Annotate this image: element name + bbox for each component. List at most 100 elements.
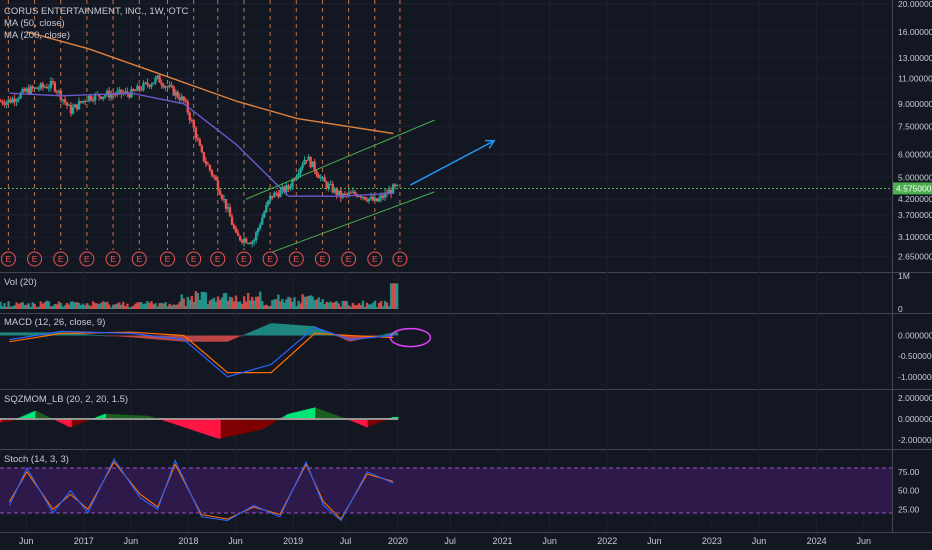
x-tick-label: 2019 xyxy=(283,536,303,546)
volume-bar xyxy=(25,304,28,309)
candle-body xyxy=(230,216,234,226)
volume-bar xyxy=(287,296,290,309)
candle-body xyxy=(31,86,34,89)
squeeze-dot xyxy=(65,418,68,420)
squeeze-dot xyxy=(23,418,26,420)
macd-histogram-bar xyxy=(295,324,298,336)
candle-body xyxy=(351,191,355,193)
squeeze-dot xyxy=(245,418,248,420)
volume-bar xyxy=(337,303,340,309)
squeeze-dot xyxy=(361,418,364,420)
squeeze-dot xyxy=(31,418,34,420)
macd-histogram-bar xyxy=(154,335,157,340)
momentum-bar xyxy=(301,410,304,419)
volume-bar xyxy=(389,283,393,309)
macd-histogram-bar xyxy=(196,335,199,342)
squeeze-dot xyxy=(57,418,60,420)
squeeze-dot xyxy=(156,418,159,420)
momentum-bar xyxy=(393,416,397,419)
squeeze-dot xyxy=(3,418,6,420)
momentum-bar xyxy=(311,408,314,419)
volume-bar xyxy=(126,303,129,309)
macd-histogram-bar xyxy=(152,335,155,340)
volume-bar xyxy=(110,307,113,309)
volume-bar xyxy=(122,302,125,309)
candle-body xyxy=(91,100,95,102)
squeeze-dot xyxy=(33,418,36,420)
x-tick-label: Jun xyxy=(19,536,34,546)
macd-histogram-bar xyxy=(3,332,6,336)
last-price-badge xyxy=(893,182,932,195)
momentum-bar xyxy=(194,419,198,432)
volume-bar xyxy=(81,303,85,309)
squeeze-dot xyxy=(378,418,381,420)
macd-histogram-bar xyxy=(220,335,223,342)
volume-bar xyxy=(222,293,226,309)
candle-body xyxy=(311,161,314,168)
squeeze-dot xyxy=(160,418,163,420)
candle-body xyxy=(246,243,250,245)
macd-histogram-bar xyxy=(321,329,324,336)
squeeze-dot xyxy=(13,418,16,420)
candle-body xyxy=(198,139,202,146)
volume-bar xyxy=(158,303,161,309)
earnings-marker-label: E xyxy=(110,254,116,264)
momentum-bar xyxy=(47,416,51,419)
candle-body xyxy=(275,192,278,194)
momentum-bar xyxy=(214,419,218,438)
squeeze-dot xyxy=(323,418,326,420)
momentum-bar xyxy=(27,413,31,419)
momentum-bar xyxy=(331,413,335,419)
squeeze-dot xyxy=(144,418,147,420)
squeeze-dot xyxy=(265,418,268,420)
squeeze-dot xyxy=(382,418,385,420)
candle-body xyxy=(347,192,351,195)
volume-bar xyxy=(7,301,10,309)
macd-histogram-bar xyxy=(225,335,228,342)
momentum-bar xyxy=(168,419,171,423)
earnings-marker-label: E xyxy=(32,254,38,264)
momentum-bar xyxy=(148,416,151,419)
momentum-bar xyxy=(395,416,399,419)
candle-body xyxy=(150,84,153,87)
earnings-marker xyxy=(160,251,176,267)
earnings-marker xyxy=(79,251,95,267)
volume-bar xyxy=(116,303,119,309)
squeeze-dot xyxy=(25,418,28,420)
macd-histogram-bar xyxy=(180,335,183,342)
volume-bar xyxy=(267,305,270,309)
macd-histogram-bar xyxy=(315,327,318,336)
volume-bar xyxy=(178,301,181,309)
earnings-marker xyxy=(288,251,304,267)
volume-bar xyxy=(353,305,357,309)
candle-body xyxy=(345,193,349,195)
candle-body xyxy=(35,87,38,89)
momentum-bar xyxy=(97,416,101,419)
momentum-bar xyxy=(359,419,363,425)
momentum-bar xyxy=(289,413,292,419)
candle-body xyxy=(75,104,79,110)
volume-bar xyxy=(150,301,153,309)
squeeze-dot xyxy=(142,418,145,420)
volume-bar xyxy=(118,302,121,309)
volume-bar xyxy=(132,305,135,309)
projection-arrow xyxy=(410,140,495,186)
momentum-bar xyxy=(109,414,113,419)
momentum-bar xyxy=(293,412,296,419)
momentum-bar xyxy=(176,419,179,426)
volume-bar xyxy=(349,306,353,309)
squeeze-dot xyxy=(184,418,187,420)
candle-body xyxy=(393,184,397,186)
squeeze-dot xyxy=(283,418,286,420)
momentum-bar xyxy=(250,419,254,432)
momentum-bar xyxy=(166,419,169,422)
squeeze-dot xyxy=(174,418,177,420)
momentum-bar xyxy=(315,408,318,419)
macd-histogram-bar xyxy=(239,335,242,337)
volume-bar xyxy=(188,299,191,309)
candle-body xyxy=(170,85,173,87)
momentum-bar xyxy=(307,409,310,419)
squeeze-dot xyxy=(303,418,306,420)
ma200-label: MA (200, close) xyxy=(4,30,70,41)
